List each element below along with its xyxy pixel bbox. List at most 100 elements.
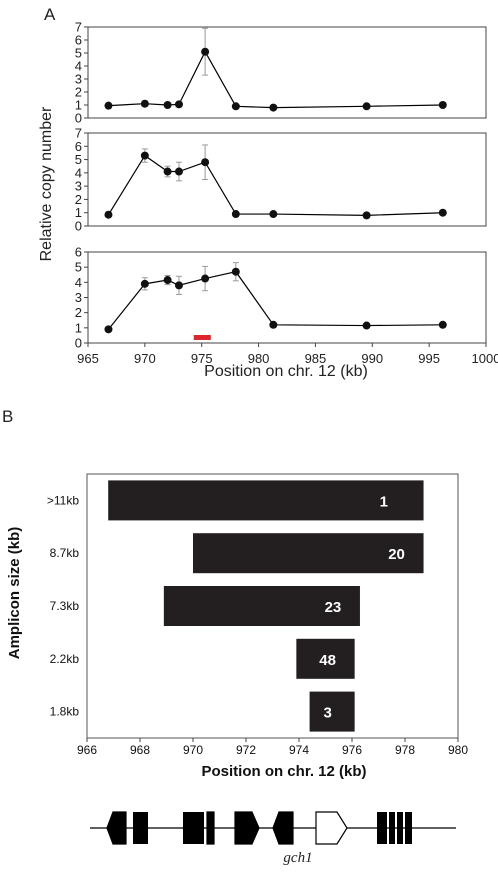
x-tick-label: 985 xyxy=(305,351,327,366)
data-point xyxy=(231,102,240,111)
data-point xyxy=(438,101,447,109)
x-tick-label: 966 xyxy=(77,743,97,757)
gene-map xyxy=(90,811,456,845)
amplicon-size-label: 2.2kb xyxy=(50,652,80,666)
y-tick-label: 2 xyxy=(75,85,82,100)
amplicon-size-label: 8.7kb xyxy=(50,546,80,560)
y-tick-label: 4 xyxy=(75,165,82,180)
amplicon-bar xyxy=(163,586,360,626)
data-point xyxy=(438,320,447,329)
data-point xyxy=(140,99,149,108)
plot-frame xyxy=(87,26,487,119)
panel-b-label: B xyxy=(2,407,13,426)
data-point xyxy=(163,167,172,176)
x-tick-label: 978 xyxy=(395,743,415,757)
panel-b-plot: 1 >11kb 20 8.7kb 23 7.3kb 48 2.2kb 3 1.8kb 966 968 9… xyxy=(47,473,468,757)
data-point xyxy=(163,101,172,109)
gene-block xyxy=(397,812,403,844)
data-point xyxy=(231,210,240,219)
gene-block xyxy=(133,812,148,844)
y-tick-label: 5 xyxy=(75,46,82,61)
amplicon-size-label: >11kb xyxy=(47,493,79,507)
gene-block xyxy=(183,812,204,844)
data-point xyxy=(201,158,210,167)
x-tick-label: 976 xyxy=(342,743,362,757)
amplicon-count-label: 3 xyxy=(323,705,331,722)
panel-a-x-axis: 965 970 975 980 985 990 995 1000 xyxy=(77,343,498,366)
plot-frame xyxy=(86,473,459,739)
amplicon-count-label: 20 xyxy=(388,546,405,563)
x-tick-label: 995 xyxy=(418,351,440,366)
copy-number-line xyxy=(108,50,443,109)
data-point xyxy=(201,274,210,283)
x-tick-label: 970 xyxy=(134,351,156,366)
data-point xyxy=(269,210,278,219)
gch1-region-marker xyxy=(193,335,211,340)
amplicon-bar xyxy=(108,480,424,521)
copy-number-line xyxy=(107,154,443,216)
x-tick-label: 970 xyxy=(183,743,203,757)
amplicon-bar xyxy=(296,638,355,679)
data-point xyxy=(174,100,183,109)
amplicon-bar xyxy=(193,533,424,574)
y-tick-label: 6 xyxy=(75,139,82,154)
x-tick-label: 980 xyxy=(248,351,270,366)
data-point xyxy=(438,208,447,217)
panel-a-y-axis-title: Relative copy number xyxy=(38,106,55,261)
y-tick-label: 0 xyxy=(75,111,82,126)
x-tick-label: 965 xyxy=(77,351,99,366)
data-point xyxy=(174,281,183,290)
data-point xyxy=(362,102,371,111)
x-tick-label: 968 xyxy=(130,743,150,757)
plot-frame xyxy=(87,132,487,227)
data-point xyxy=(140,151,149,160)
y-tick-label: 0 xyxy=(75,219,82,234)
gene-arrow xyxy=(234,811,260,845)
y-tick-label: 3 xyxy=(75,72,82,87)
gene-block xyxy=(206,811,215,845)
y-tick-label: 0 xyxy=(75,336,82,351)
amplicon-size-label: 1.8kb xyxy=(50,705,80,719)
gch1-arrow xyxy=(315,811,348,845)
panel-b-x-axis-title: Position on chr. 12 (kb) xyxy=(201,763,366,780)
panel-b-y-axis-title: Amplicon size (kb) xyxy=(6,527,23,660)
plot-frame xyxy=(87,251,487,344)
gene-block xyxy=(377,812,387,844)
data-point xyxy=(140,279,149,288)
amplicon-size-label: 7.3kb xyxy=(50,599,80,613)
data-point xyxy=(362,321,371,330)
data-point xyxy=(269,320,278,329)
y-tick-label: 1 xyxy=(75,205,82,220)
data-point xyxy=(231,267,240,276)
y-tick-label: 5 xyxy=(75,260,82,275)
y-tick-label: 6 xyxy=(75,245,82,260)
panel-a-x-axis-title: Position on chr. 12 (kb) xyxy=(204,363,368,380)
amplicon-count-label: 48 xyxy=(319,652,336,669)
amplicon-bar xyxy=(309,691,355,732)
y-tick-label: 3 xyxy=(75,179,82,194)
x-tick-label: 1000 xyxy=(472,351,498,366)
data-point xyxy=(362,211,371,220)
gene-block xyxy=(405,812,412,844)
gene-arrow xyxy=(272,811,294,845)
data-point xyxy=(269,103,278,112)
y-tick-label: 4 xyxy=(75,275,82,290)
amplicon-count-label: 23 xyxy=(325,599,342,616)
y-tick-label: 4 xyxy=(75,59,82,74)
y-tick-label: 2 xyxy=(75,305,82,320)
data-point xyxy=(174,167,183,176)
y-tick-label: 2 xyxy=(75,192,82,207)
gene-label: gch1 xyxy=(283,850,312,866)
x-tick-label: 975 xyxy=(191,351,213,366)
y-tick-label: 3 xyxy=(75,290,82,305)
x-tick-label: 990 xyxy=(361,351,383,366)
y-tick-label: 5 xyxy=(75,152,82,167)
panel-a-label: A xyxy=(44,5,56,24)
data-point xyxy=(104,325,113,334)
gene-arrow xyxy=(106,811,127,845)
gene-block xyxy=(389,812,395,844)
x-tick-label: 980 xyxy=(448,743,468,757)
y-tick-label: 1 xyxy=(75,320,82,335)
